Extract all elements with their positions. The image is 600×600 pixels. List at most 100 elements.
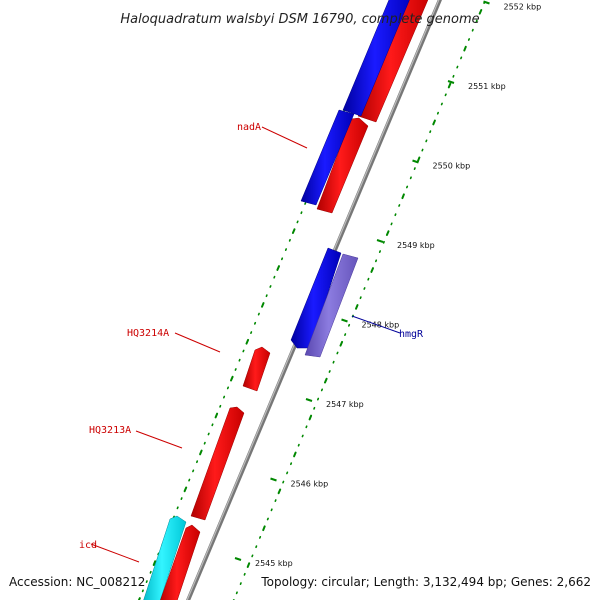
topology-text: Topology: circular; Length: 3,132,494 bp…	[260, 575, 591, 589]
inner-tick-mark	[301, 434, 304, 438]
inner-tick-mark	[316, 397, 320, 401]
inner-tick-mark	[436, 111, 440, 115]
outer-tick-mark	[291, 228, 296, 234]
inner-tick-mark	[456, 65, 459, 69]
inner-tick-mark	[313, 406, 316, 410]
inner-tick-mark	[398, 204, 401, 207]
outer-tick-mark	[219, 404, 222, 408]
outer-tick-mark	[265, 294, 268, 298]
kbp-tick-label: 2547 kbp	[326, 400, 364, 409]
kbp-tick-mark	[305, 398, 313, 402]
inner-tick-mark	[344, 333, 347, 337]
inner-tick-mark	[289, 462, 293, 466]
outer-tick-mark	[250, 331, 253, 335]
inner-tick-mark	[440, 102, 443, 106]
outer-tick-mark	[242, 349, 245, 353]
kbp-tick-mark	[483, 0, 490, 5]
outer-tick-mark	[269, 285, 272, 288]
inner-tick-mark	[255, 545, 258, 549]
inner-tick-mark	[328, 370, 331, 373]
feature-top-blue[interactable]	[342, 0, 414, 117]
inner-tick-mark	[425, 139, 428, 143]
inner-tick-mark	[378, 250, 382, 253]
outer-tick-mark	[196, 460, 199, 464]
gene-label-HQ3214A[interactable]: HQ3214A	[127, 328, 169, 339]
inner-tick-mark	[282, 480, 285, 484]
gene-label-hmgR[interactable]: hmgR	[399, 329, 424, 340]
icd-red-feature[interactable]	[158, 524, 201, 600]
HQ3213A-feature[interactable]	[190, 406, 245, 521]
outer-tick-mark	[288, 238, 291, 242]
inner-tick-mark	[409, 176, 412, 180]
inner-tick-mark	[262, 525, 266, 532]
nadA-blue-feature[interactable]	[300, 109, 355, 206]
outer-tick-mark	[245, 338, 250, 345]
outer-tick-mark	[149, 570, 152, 574]
inner-tick-mark	[308, 414, 313, 421]
inner-tick-mark	[413, 167, 416, 170]
kbp-tick-label: 2545 kbp	[255, 559, 293, 568]
HQ3214A-feature[interactable]	[242, 346, 271, 392]
outer-tick-mark	[276, 265, 280, 271]
inner-tick-mark	[355, 304, 359, 310]
outer-tick-mark	[137, 597, 141, 600]
inner-tick-mark	[363, 287, 366, 290]
inner-tick-mark	[385, 230, 390, 236]
scale-labels: 2545 kbp 2546 kbp 2547 kbp 2548 kbp 2549 kbp…	[234, 0, 541, 568]
inner-tick-mark	[444, 93, 447, 97]
inner-tick-mark	[336, 351, 339, 355]
inner-tick-mark	[246, 562, 251, 568]
outer-tick-mark	[300, 211, 303, 215]
outer-tick-mark	[304, 202, 307, 205]
inner-tick-mark	[467, 38, 471, 41]
inner-tick-mark	[324, 377, 328, 384]
kbp-tick-mark	[412, 159, 419, 164]
outer-tick-mark	[223, 395, 226, 399]
kbp-tick-label: 2549 kbp	[397, 241, 435, 250]
icd-feature[interactable]	[142, 515, 187, 600]
outer-tick-mark	[273, 275, 276, 279]
outer-tick-mark	[261, 302, 265, 308]
kbp-tick-label: 2551 kbp	[468, 82, 506, 91]
inner-tick-mark	[332, 360, 335, 364]
outer-tick-mark	[211, 423, 214, 427]
kbp-tick-mark	[447, 80, 455, 84]
outer-tick-mark	[145, 580, 148, 584]
inner-tick-mark	[452, 74, 455, 78]
kbp-tick-mark	[376, 239, 384, 243]
inner-tick-mark	[471, 28, 474, 32]
inner-tick-mark	[478, 9, 483, 15]
inner-tick-mark	[320, 388, 324, 392]
outer-tick-mark	[284, 248, 288, 251]
outer-tick-mark	[207, 432, 210, 436]
inner-tick-mark	[475, 19, 478, 23]
inner-tick-mark	[370, 267, 374, 273]
hmgR-feature[interactable]	[304, 253, 359, 358]
outer-tick-mark	[192, 469, 195, 473]
kbp-tick-label: 2548 kbp	[362, 321, 400, 330]
outer-tick-mark	[152, 560, 157, 566]
outer-tick-mark	[254, 321, 257, 325]
outer-tick-mark	[230, 375, 234, 382]
inner-tick-mark	[359, 296, 362, 300]
inner-tick-mark	[277, 488, 282, 495]
inner-tick-mark	[286, 471, 289, 475]
outer-tick-mark	[257, 312, 260, 316]
inner-tick-mark	[374, 259, 378, 263]
outer-tick-mark	[280, 257, 284, 261]
outer-tick-mark	[141, 589, 144, 593]
inner-tick-mark	[297, 443, 300, 447]
inner-tick-mark	[347, 323, 351, 327]
gene-label-icd[interactable]: icd	[79, 540, 97, 551]
inner-tick-mark	[416, 156, 421, 163]
kbp-tick-mark	[270, 477, 277, 482]
inner-tick-mark	[251, 554, 254, 558]
gene-label-nadA[interactable]: nadA	[237, 122, 261, 133]
gene-label-HQ3213A[interactable]: HQ3213A	[89, 425, 131, 436]
outer-tick-mark	[188, 478, 191, 482]
inner-tick-mark	[432, 119, 436, 126]
inner-tick-mark	[305, 425, 308, 429]
kbp-tick-label: 2546 kbp	[291, 480, 329, 489]
